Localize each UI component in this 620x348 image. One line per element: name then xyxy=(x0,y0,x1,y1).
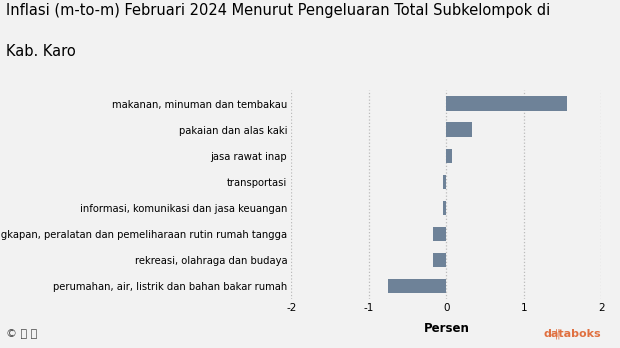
Bar xyxy=(443,201,446,215)
Text: © ⓒ Ⓖ: © ⓒ Ⓖ xyxy=(6,329,37,339)
Text: ||: || xyxy=(555,329,561,339)
Bar xyxy=(446,122,472,137)
Bar xyxy=(443,175,446,189)
Text: Inflasi (m-to-m) Februari 2024 Menurut Pengeluaran Total Subkelompok di: Inflasi (m-to-m) Februari 2024 Menurut P… xyxy=(6,3,551,18)
Bar xyxy=(433,227,446,241)
Text: databoks: databoks xyxy=(544,329,601,339)
Bar xyxy=(446,96,567,111)
Bar xyxy=(388,279,446,293)
Bar xyxy=(446,149,452,163)
X-axis label: Persen: Persen xyxy=(423,322,469,335)
Text: Kab. Karo: Kab. Karo xyxy=(6,44,76,58)
Bar xyxy=(433,253,446,267)
